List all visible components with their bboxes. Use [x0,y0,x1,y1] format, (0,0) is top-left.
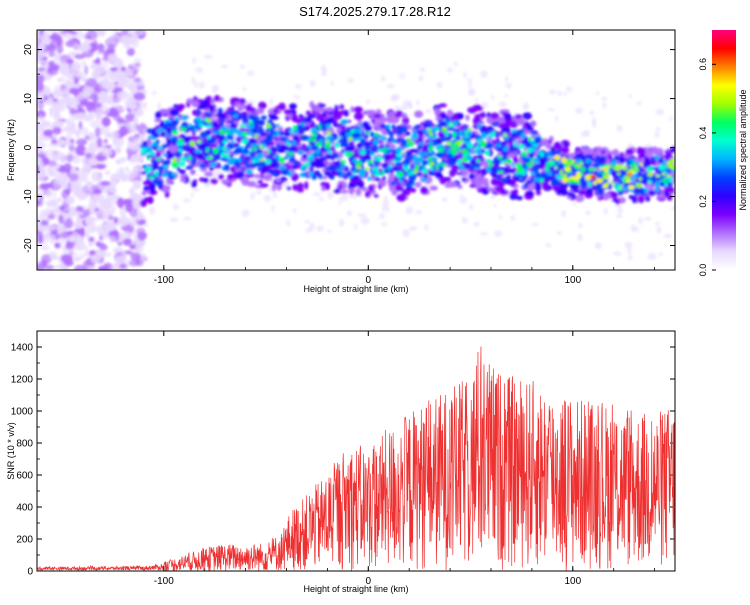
spectrogram-x-tick-label: -100 [154,275,174,286]
snr-y-tick-label: 1000 [11,407,34,418]
colorbar-gradient [712,30,736,270]
snr-y-tick-label: 200 [16,535,33,546]
spectrogram-x-tick-label: 0 [366,275,372,286]
colorbar: 0.0 0.2 0.4 0.6 Normalized spectral amplitu… [698,30,748,276]
spectrogram-y-axis-label: Frequency (Hz) [6,119,16,181]
spectrogram-frame [36,29,676,271]
spectrogram-y-tick-label: 0 [23,144,34,150]
snr-x-axis-label: Height of straight line (km) [303,584,408,594]
snr-y-tick-label: 0 [27,567,33,578]
spectrogram-heatmap [37,30,675,270]
colorbar-ticks: 0.0 0.2 0.4 0.6 [698,58,716,276]
snr-frame [36,330,676,572]
spectrogram-y-tick-label: -10 [23,189,34,204]
colorbar-tick-label: 0.0 [698,264,708,277]
spectrogram-y-tick-label: 10 [23,93,34,105]
spectrogram-y-tick-label: 20 [23,44,34,56]
spectrogram-x-tick-label: 100 [564,275,581,286]
snr-series-line [37,346,675,571]
snr-y-tick-label: 1200 [11,375,34,386]
snr-y-tick-label: 1400 [11,343,34,354]
colorbar-tick-label: 0.2 [698,195,708,208]
snr-y-tick-label: 600 [16,471,33,482]
spectrogram-x-axis-label: Height of straight line (km) [303,284,408,294]
colorbar-tick-label: 0.4 [698,127,708,140]
snr-x-tick-label: 100 [564,576,581,587]
figure-title: S174.2025.279.17.28.R12 [299,4,451,19]
snr-y-axis-label: SNR (10 * v/v) [6,422,16,480]
colorbar-label: Normalized spectral amplitude [738,89,748,210]
snr-y-tick-label: 400 [16,503,33,514]
snr-x-tick-label: -100 [154,576,174,587]
snr-y-tick-label: 800 [16,439,33,450]
spectrogram-y-tick-label: -20 [23,238,34,253]
snr-x-tick-label: 0 [366,576,372,587]
colorbar-tick-label: 0.6 [698,58,708,71]
